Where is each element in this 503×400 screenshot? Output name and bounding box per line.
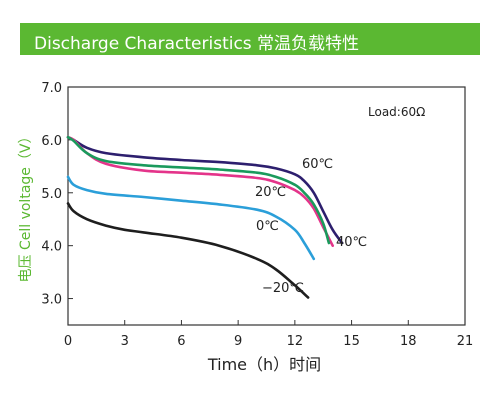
load-annotation: Load:60Ω: [368, 105, 425, 119]
x-tick-label: 3: [121, 334, 129, 349]
chart-title: Discharge Characteristics 常温负载特性: [34, 34, 360, 54]
x-tick-label: 12: [287, 334, 304, 349]
y-axis-label: 电压 Cell voltage（V）: [18, 130, 34, 283]
series-line: [66, 202, 310, 299]
y-tick-label: 3.0: [41, 293, 62, 308]
y-tick-label: 5.0: [41, 187, 62, 202]
header-banner: Discharge Characteristics 常温负载特性: [20, 23, 480, 55]
y-tick-label: 6.0: [41, 134, 62, 149]
series-label: 20℃: [255, 185, 286, 200]
series-label: 0℃: [256, 219, 279, 234]
x-tick-label: 18: [400, 334, 417, 349]
y-tick-label: 4.0: [41, 240, 62, 255]
x-tick-label: 21: [457, 334, 474, 349]
series-label: 60℃: [302, 157, 333, 172]
series-line: [66, 135, 344, 245]
series-label: 40℃: [336, 235, 367, 250]
x-tick-label: 6: [177, 334, 185, 349]
x-tick-label: 9: [234, 334, 242, 349]
y-tick-label: 7.0: [41, 81, 62, 96]
x-tick-label: 0: [64, 334, 72, 349]
x-axis-label: Time（h）时间: [207, 355, 321, 374]
series-label: −20℃: [262, 281, 304, 296]
x-tick-label: 15: [343, 334, 360, 349]
plot-frame: [67, 86, 466, 326]
series-line: [66, 175, 316, 261]
series-line: [66, 135, 331, 245]
